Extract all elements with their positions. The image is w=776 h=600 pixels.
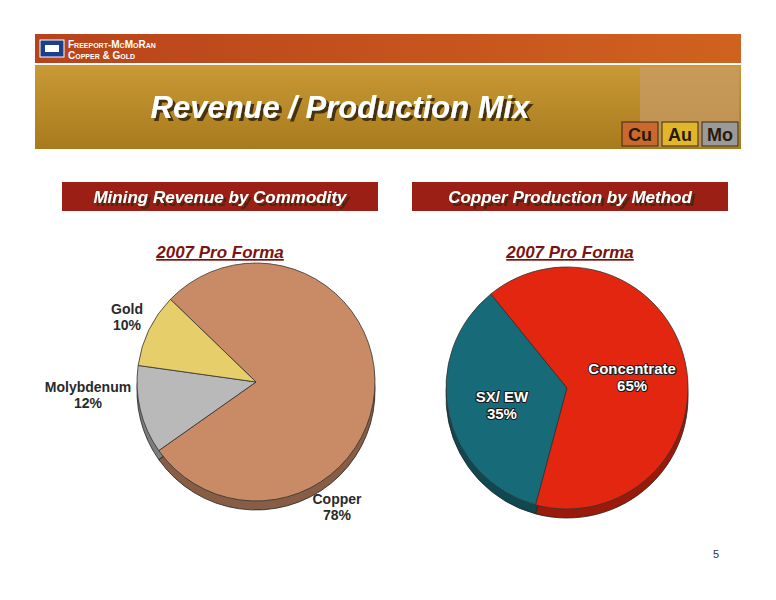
pie-chart: Mining Revenue by Commodity 2007 Pro Form…: [45, 182, 378, 523]
title: Revenue / Production Mix: [151, 90, 532, 125]
pie-slices: [137, 263, 375, 501]
section-header-box: [412, 182, 728, 211]
badge: [622, 122, 658, 146]
section-header: Copper Production by Method: [448, 188, 692, 207]
data-label-category: Gold: [111, 301, 143, 317]
data-label: Molybdenum12%: [45, 379, 131, 411]
top-bar: [35, 34, 741, 63]
badge-label: Au: [668, 125, 692, 145]
data-label-category: Copper: [313, 491, 363, 507]
pie-slices: [446, 267, 688, 509]
badge: [702, 122, 738, 146]
page-number: 5: [713, 548, 719, 560]
slice: [138, 299, 256, 382]
data-label: Concentrate65%: [588, 360, 676, 394]
badge-label: Cu: [628, 125, 652, 145]
pie-chart: Copper Production by Method 2007 Pro Form…: [412, 182, 728, 518]
slide: Freeport-McMoRanCopper & Gold Revenue / P…: [0, 0, 776, 600]
data-label-category: SX/ EW: [476, 388, 529, 405]
section-header-box: [62, 182, 378, 211]
data-label-value: 65%: [617, 377, 647, 394]
data-label-category: Molybdenum: [45, 379, 131, 395]
data-label: SX/ EW35%: [476, 388, 529, 422]
data-label-category: Concentrate: [588, 360, 676, 377]
data-label-value: 10%: [113, 317, 142, 333]
title-banner: [35, 65, 741, 149]
data-label: Copper78%: [313, 491, 363, 523]
badge: [662, 122, 698, 146]
section-header: Mining Revenue by Commodity: [93, 188, 348, 207]
subtitle: 2007 Pro Forma: [155, 243, 284, 262]
logo-text: Copper & Gold: [68, 50, 135, 61]
subtitle: 2007 Pro Forma: [505, 243, 634, 262]
logo-icon-inner: [45, 45, 59, 52]
logo-text: Freeport-McMoRan: [68, 39, 156, 50]
badge-label: Mo: [707, 125, 733, 145]
data-label-value: 78%: [323, 507, 352, 523]
data-label-value: 35%: [487, 405, 517, 422]
logo-icon: [40, 40, 64, 57]
data-label: Gold10%: [111, 301, 143, 333]
data-label-value: 12%: [74, 395, 103, 411]
